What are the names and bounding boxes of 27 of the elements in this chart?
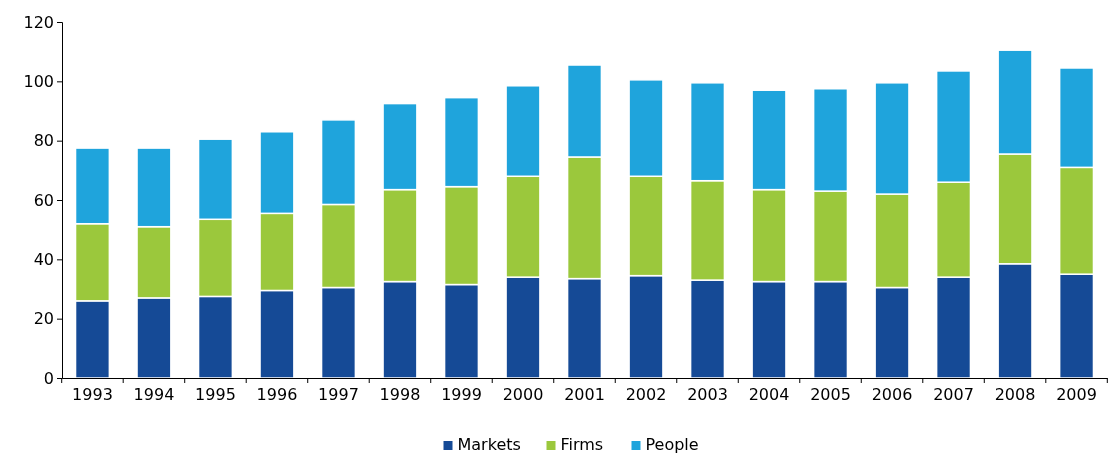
legend-label: People <box>645 435 699 454</box>
x-tick-label: 2005 <box>810 385 851 405</box>
legend-label: Firms <box>560 435 604 454</box>
y-tick-label: 80 <box>33 131 54 151</box>
x-tick-label: 1998 <box>379 385 421 405</box>
x-tick-label: 2008 <box>994 385 1036 405</box>
x-tick-label: 2001 <box>564 385 605 405</box>
x-tick-label: 1997 <box>318 385 359 405</box>
x-tick-label: 1994 <box>133 385 175 405</box>
legend-label: Markets <box>457 435 521 454</box>
x-tick-label: 2009 <box>1056 385 1097 405</box>
x-tick-label: 2003 <box>687 385 728 405</box>
y-tick-label: 100 <box>23 71 54 91</box>
x-tick-label: 2002 <box>625 385 667 405</box>
y-tick-label: 40 <box>33 249 54 269</box>
x-tick-label: 2006 <box>871 385 913 405</box>
y-tick-label: 120 <box>23 12 54 32</box>
y-tick-label: 60 <box>33 190 54 210</box>
y-tick-label: 0 <box>43 368 54 388</box>
x-tick-label: 1995 <box>195 385 236 405</box>
y-tick-label: 20 <box>33 309 54 329</box>
x-tick-label: 2004 <box>748 385 790 405</box>
x-tick-label: 2007 <box>933 385 974 405</box>
x-tick-label: 1996 <box>256 385 298 405</box>
x-tick-label: 1993 <box>72 385 113 405</box>
x-tick-label: 1999 <box>441 385 482 405</box>
x-tick-label: 2000 <box>502 385 544 405</box>
